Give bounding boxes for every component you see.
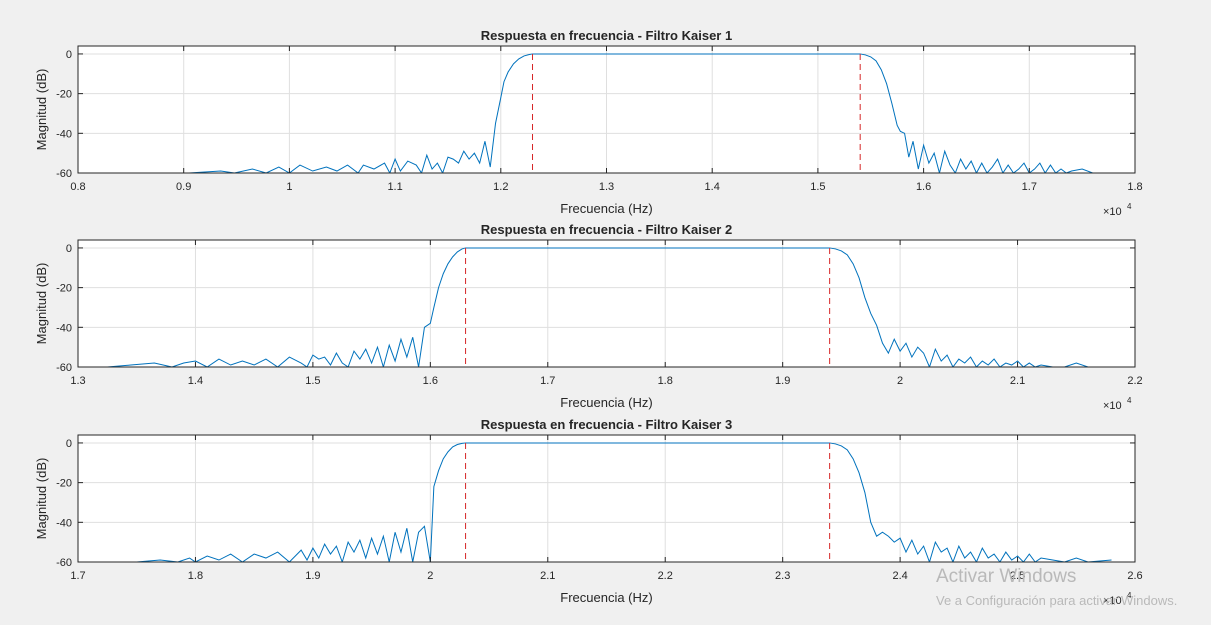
- x-tick-label: 1.1: [387, 181, 402, 193]
- x-exponent-base: ×10: [1103, 595, 1122, 607]
- y-tick-label: -40: [56, 128, 72, 140]
- x-tick-label: 1.4: [188, 375, 203, 387]
- y-tick-label: -20: [56, 89, 72, 101]
- x-exponent-power: 4: [1127, 202, 1132, 211]
- x-tick-label: 1.8: [658, 375, 673, 387]
- y-tick-label: 0: [66, 49, 72, 61]
- subplot-1: 0.8 0.9 1 1.1 1.2 1.3 1.4 1.5 1.6 1.7 1.8 0 -20 -40 -6…: [34, 28, 1143, 218]
- x-tick-label: 0.9: [176, 181, 191, 193]
- y-tick-label: -20: [56, 478, 72, 490]
- x-tick-label: 2.2: [1127, 375, 1142, 387]
- x-tick-label: 1.6: [423, 375, 438, 387]
- axes-box: [77, 239, 1136, 368]
- x-tick-label: 2.1: [1010, 375, 1025, 387]
- x-exponent-base: ×10: [1103, 400, 1122, 412]
- subplot-2: 1.3 1.4 1.5 1.6 1.7 1.8 1.9 2 2.1 2.2 0 -20 -40 -60 Re…: [34, 222, 1143, 412]
- x-exponent-power: 4: [1127, 591, 1132, 600]
- x-axis-label: Frecuencia (Hz): [560, 590, 652, 605]
- y-tick-label: -60: [56, 362, 72, 374]
- x-tick-label: 2: [897, 375, 903, 387]
- x-tick-label: 1.8: [1127, 181, 1142, 193]
- frequency-response-line: [136, 442, 1112, 562]
- x-tick-label: 2: [427, 570, 433, 582]
- y-tick-label: -40: [56, 322, 72, 334]
- subplot-title: Respuesta en frecuencia - Filtro Kaiser …: [481, 222, 732, 237]
- subplot-title: Respuesta en frecuencia - Filtro Kaiser …: [481, 417, 732, 432]
- x-tick-label: 1.7: [1022, 181, 1037, 193]
- plot-area: [78, 435, 1135, 562]
- x-tick-label: 1.8: [188, 570, 203, 582]
- subplot-title: Respuesta en frecuencia - Filtro Kaiser …: [481, 28, 732, 43]
- y-tick-label: 0: [66, 243, 72, 255]
- frequency-response-line: [188, 53, 1093, 173]
- x-exponent-base: ×10: [1103, 206, 1122, 218]
- y-tick-label: -40: [56, 517, 72, 529]
- x-tick-label: 1.7: [70, 570, 85, 582]
- x-tick-label: 2.5: [1010, 570, 1025, 582]
- x-tick-label: 1.9: [305, 570, 320, 582]
- axes-box: [77, 434, 1136, 563]
- x-axis-label: Frecuencia (Hz): [560, 395, 652, 410]
- y-axis-label: Magnitud (dB): [34, 458, 49, 540]
- plot-area: [78, 240, 1135, 367]
- y-tick-label: -20: [56, 283, 72, 295]
- x-tick-label: 1.6: [916, 181, 931, 193]
- x-tick-label: 2.1: [540, 570, 555, 582]
- y-tick-label: -60: [56, 168, 72, 180]
- x-tick-label: 1.9: [775, 375, 790, 387]
- subplot-3: 1.7 1.8 1.9 2 2.1 2.2 2.3 2.4 2.5 2.6 0 -20 -40 -60 Re…: [34, 417, 1143, 607]
- x-tick-label: 1: [286, 181, 292, 193]
- x-tick-label: 2.2: [658, 570, 673, 582]
- x-tick-label: 1.5: [810, 181, 825, 193]
- y-tick-label: 0: [66, 438, 72, 450]
- x-tick-label: 1.5: [305, 375, 320, 387]
- x-tick-label: 1.7: [540, 375, 555, 387]
- x-tick-label: 2.4: [892, 570, 907, 582]
- x-tick-label: 2.6: [1127, 570, 1142, 582]
- y-axis-label: Magnitud (dB): [34, 69, 49, 151]
- x-tick-label: 1.3: [599, 181, 614, 193]
- x-axis-label: Frecuencia (Hz): [560, 201, 652, 216]
- x-tick-label: 0.8: [70, 181, 85, 193]
- y-axis-label: Magnitud (dB): [34, 263, 49, 345]
- x-tick-label: 1.4: [705, 181, 720, 193]
- x-tick-label: 2.3: [775, 570, 790, 582]
- y-tick-label: -60: [56, 557, 72, 569]
- x-tick-label: 1.2: [493, 181, 508, 193]
- x-exponent-power: 4: [1127, 396, 1132, 405]
- x-tick-label: 1.3: [70, 375, 85, 387]
